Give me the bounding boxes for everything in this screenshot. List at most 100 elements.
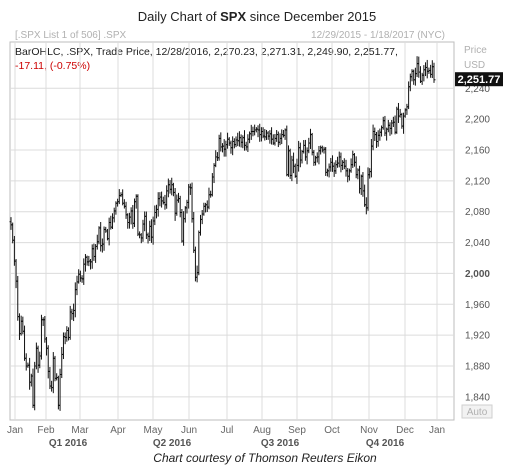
month-label: Aug [253,425,271,436]
ohlc-bar [46,345,50,379]
ohlc-bar [280,129,284,145]
ohlc-bar [418,66,422,83]
ohlc-bar [324,146,328,176]
x-axis-months: Jan Feb Mar Apr May Jun Jul Aug Sep Oct Nov Dec Jan [7,425,445,436]
ohlc-bar [295,158,299,184]
ohlc-bar [312,150,316,166]
date-range: 12/29/2015 - 1/18/2017 (NYC) [311,30,445,41]
ohlc-bar [214,150,218,168]
ohlc-bar [432,62,436,83]
ohlc-bar [430,60,434,79]
ohlc-bar [124,201,128,219]
ohlc-bar [374,131,378,148]
ohlc-bar [320,145,324,153]
auto-scale-button[interactable] [461,404,493,419]
ohlc-bar [34,342,38,370]
ohlc-bar [141,219,145,242]
ohlc-bar [19,315,23,336]
ohlc-bar [17,313,21,340]
ohlc-bar [330,155,334,172]
ohlc-bar [97,226,101,245]
ohlc-bar [336,156,340,168]
ohlc-bar [92,243,96,261]
ohlc-bar [116,198,120,207]
ohlc-bar [412,69,416,85]
month-label: Jun [181,425,197,436]
ohlc-bar [239,134,243,148]
ohlc-bar [231,136,235,156]
ohlc-bar [78,270,82,282]
ohlc-bar [197,230,201,276]
ohlc-bar [153,205,157,226]
ohlc-bar [16,275,20,321]
ohlc-bar [346,168,350,183]
ohlc-bar [393,115,397,135]
ohlc-bar [53,355,57,382]
ohlc-bar [63,332,67,345]
month-label: Nov [360,425,378,436]
ohlc-bar [339,152,343,173]
quarter-label: Q1 2016 [49,438,88,449]
ohlc-bar [266,131,270,140]
ohlc-bar [281,129,285,138]
ohlc-bar [388,122,392,136]
ohlc-bar [192,211,196,253]
ohlc-bar [263,129,267,141]
ohlc-bar [143,211,147,232]
y-tick-label: 1,920 [465,331,490,342]
quarter-label: Q4 2016 [366,438,405,449]
ohlc-bar [24,353,28,371]
ohlc-bar [129,207,133,225]
ohlc-bar [242,130,246,151]
ohlc-bar [334,160,338,174]
ohlc-bar [248,131,252,144]
ohlc-bar [325,168,329,177]
ohlc-info: BarOHLC, .SPX, Trade Price, 12/28/2016, … [15,46,398,58]
ohlc-bar [307,137,311,154]
ohlc-bar [195,265,199,283]
auto-scale-label: Auto [467,407,488,418]
last-price-badge: 2,251.77 [455,72,503,87]
y-tick-label: 2,080 [465,207,490,218]
ohlc-bar [358,165,362,194]
ohlc-bar [94,244,98,263]
ohlc-bar [258,123,262,142]
ohlc-bar [136,194,140,237]
x-axis-quarters: Q1 2016 Q2 2016 Q3 2016 Q4 2016 [49,438,405,449]
ohlc-bar [351,150,355,168]
ohlc-bar [302,140,306,154]
ohlc-bar [337,151,341,168]
ohlc-bar [371,124,375,151]
ohlc-bar [161,196,165,205]
ohlc-bar [193,246,197,282]
currency-label: USD [464,60,485,71]
ohlc-bar [246,134,250,152]
ohlc-bar [285,125,289,177]
y-tick-label: 2,240 [465,84,490,95]
ohlc-bar [424,62,428,77]
ohlc-bar [344,159,348,177]
ohlc-bar [187,184,191,209]
ohlc-bar [156,192,160,217]
list-label: [.SPX List 1 of 506] .SPX [15,30,127,41]
ohlc-bar [122,199,126,209]
last-price-box [455,72,503,87]
y-tick-label: 1,840 [465,392,490,403]
ohlc-bar [82,258,86,285]
ohlc-bar [222,139,226,157]
ohlc-bar [264,129,268,140]
ohlc-bar [425,59,429,79]
ohlc-bar [102,226,106,251]
ohlc-bar [75,275,79,296]
ohlc-bar [317,145,321,165]
ohlc-bar [73,282,77,318]
ohlc-bar [131,204,135,229]
ohlc-bar [405,103,409,115]
ohlc-bar [165,185,169,209]
ohlc-bar [190,182,194,223]
month-label: Sep [288,425,306,436]
ohlc-bar [288,148,292,179]
ohlc-bar [175,194,179,216]
chart-credit: Chart courtesy of Thomson Reuters Eikon [153,451,377,465]
price-axis-label: Price [464,45,487,56]
